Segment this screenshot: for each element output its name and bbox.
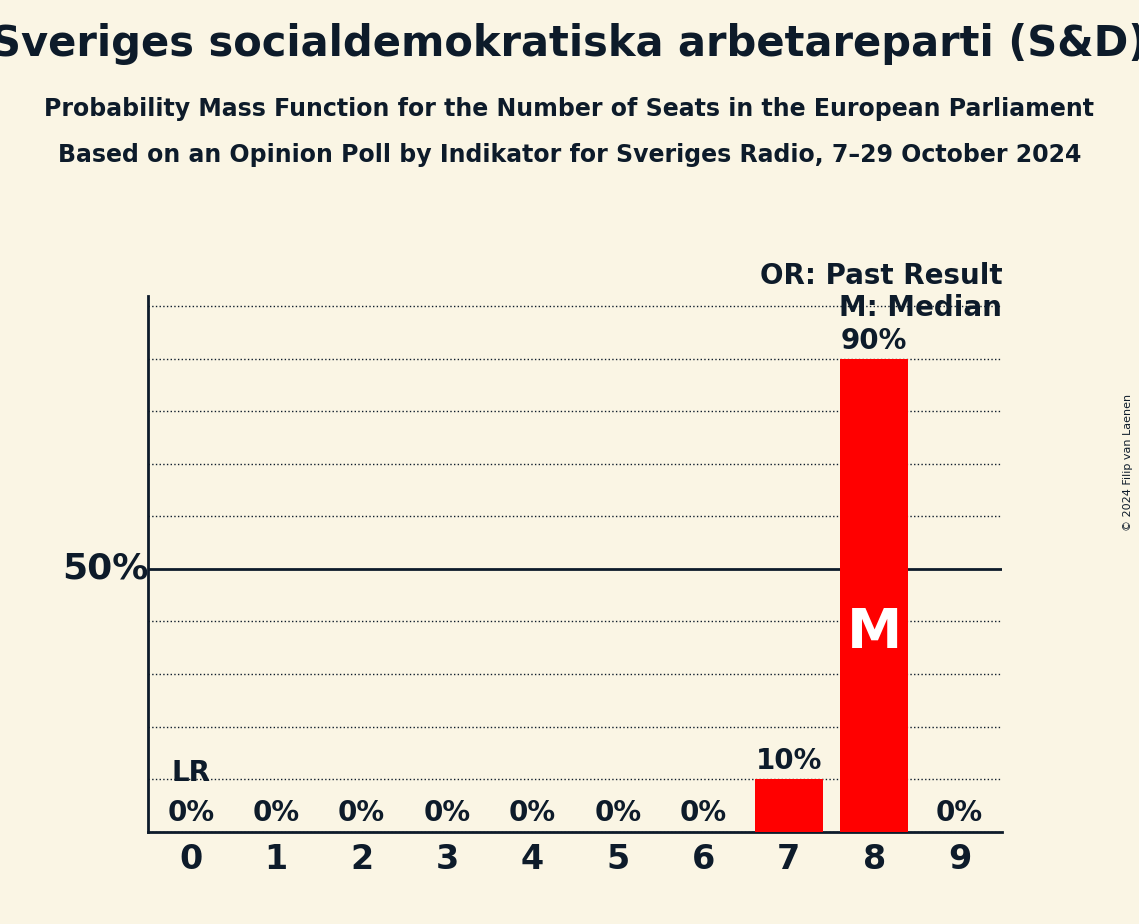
Text: 0%: 0%	[595, 799, 641, 827]
Text: Sveriges socialdemokratiska arbetareparti (S&D): Sveriges socialdemokratiska arbetarepart…	[0, 23, 1139, 65]
Bar	[755, 779, 823, 832]
Text: 0%: 0%	[167, 799, 214, 827]
Bar	[841, 359, 909, 832]
Text: 90%: 90%	[841, 326, 908, 355]
Text: © 2024 Filip van Laenen: © 2024 Filip van Laenen	[1123, 394, 1133, 530]
Text: Probability Mass Function for the Number of Seats in the European Parliament: Probability Mass Function for the Number…	[44, 97, 1095, 121]
Text: 0%: 0%	[680, 799, 727, 827]
Text: 10%: 10%	[755, 747, 822, 775]
Text: OR: Past Result: OR: Past Result	[760, 262, 1002, 290]
Text: LR: LR	[171, 759, 211, 786]
Text: 50%: 50%	[62, 552, 148, 586]
Text: 0%: 0%	[253, 799, 300, 827]
Text: 0%: 0%	[338, 799, 385, 827]
Text: Based on an Opinion Poll by Indikator for Sveriges Radio, 7–29 October 2024: Based on an Opinion Poll by Indikator fo…	[58, 143, 1081, 167]
Text: M: Median: M: Median	[839, 294, 1002, 322]
Text: 0%: 0%	[509, 799, 556, 827]
Text: M: M	[846, 606, 902, 660]
Text: 0%: 0%	[936, 799, 983, 827]
Text: 0%: 0%	[424, 799, 470, 827]
